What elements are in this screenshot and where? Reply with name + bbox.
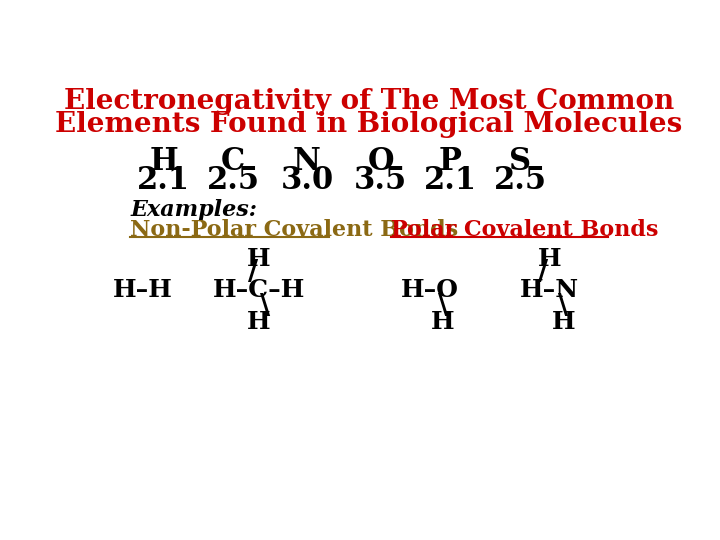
Text: H–C–H: H–C–H (213, 278, 305, 302)
Text: H: H (247, 310, 271, 334)
Text: \: \ (438, 293, 448, 320)
Text: S: S (509, 146, 531, 177)
Text: H: H (247, 247, 271, 271)
Text: 2.5: 2.5 (494, 165, 546, 196)
Text: 3.0: 3.0 (280, 165, 333, 196)
Text: 2.5: 2.5 (207, 165, 260, 196)
Text: H: H (538, 247, 562, 271)
Text: H–O: H–O (400, 278, 459, 302)
Text: H–N: H–N (520, 278, 579, 302)
Text: H: H (431, 310, 454, 334)
Text: Electronegativity of The Most Common: Electronegativity of The Most Common (64, 88, 674, 115)
Text: \: \ (260, 293, 270, 320)
Text: Elements Found in Biological Molecules: Elements Found in Biological Molecules (55, 111, 683, 138)
Text: N: N (293, 146, 321, 177)
Text: /: / (248, 259, 258, 286)
Text: O: O (367, 146, 394, 177)
Text: Polar Covalent Bonds: Polar Covalent Bonds (391, 219, 658, 241)
Text: /: / (539, 259, 549, 286)
Text: 2.1: 2.1 (137, 165, 190, 196)
Text: H–H: H–H (113, 278, 173, 302)
Text: H: H (149, 146, 178, 177)
Text: C: C (221, 146, 246, 177)
Text: 2.1: 2.1 (424, 165, 477, 196)
Text: \: \ (559, 293, 569, 320)
Text: Examples:: Examples: (130, 199, 257, 220)
Text: P: P (439, 146, 462, 177)
Text: 3.5: 3.5 (354, 165, 408, 196)
Text: Non-Polar Covalent Bonds: Non-Polar Covalent Bonds (130, 219, 459, 241)
Text: H: H (552, 310, 575, 334)
